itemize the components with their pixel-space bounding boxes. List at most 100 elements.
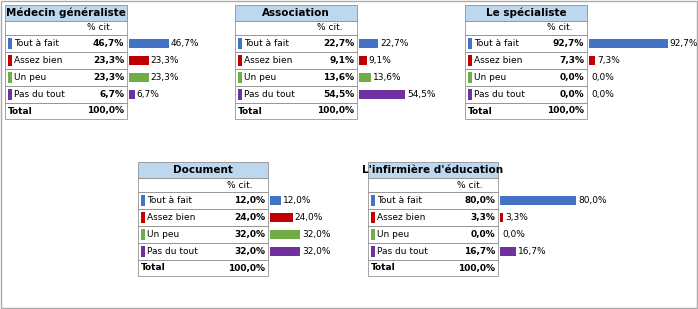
Bar xyxy=(468,55,472,66)
Text: 22,7%: 22,7% xyxy=(380,39,408,48)
Text: 13,6%: 13,6% xyxy=(373,73,401,82)
Bar xyxy=(138,162,268,178)
Text: 54,5%: 54,5% xyxy=(322,90,354,99)
Bar xyxy=(589,39,668,48)
Bar xyxy=(8,38,12,49)
Text: L'infirmière d'éducation: L'infirmière d'éducation xyxy=(362,165,503,175)
Bar xyxy=(465,5,587,21)
Bar xyxy=(359,39,378,48)
Bar xyxy=(5,5,127,21)
Text: Un peu: Un peu xyxy=(147,230,179,239)
Text: 100,0%: 100,0% xyxy=(87,107,124,116)
Text: Tout à fait: Tout à fait xyxy=(244,39,289,48)
Text: 0,0%: 0,0% xyxy=(502,230,525,239)
Bar xyxy=(5,86,127,103)
Text: 32,0%: 32,0% xyxy=(234,247,265,256)
Bar xyxy=(5,35,127,52)
Bar xyxy=(235,35,357,52)
Text: 100,0%: 100,0% xyxy=(547,107,584,116)
Bar xyxy=(371,229,375,239)
Text: 54,5%: 54,5% xyxy=(408,90,436,99)
Bar xyxy=(129,90,135,99)
Bar xyxy=(368,162,498,178)
Bar xyxy=(468,72,472,83)
Text: Document: Document xyxy=(173,165,233,175)
Bar xyxy=(138,260,268,276)
Text: 80,0%: 80,0% xyxy=(578,196,607,205)
Bar xyxy=(141,229,145,239)
Bar xyxy=(235,52,357,69)
Text: 32,0%: 32,0% xyxy=(302,230,331,239)
Bar xyxy=(465,21,587,35)
Text: 16,7%: 16,7% xyxy=(518,247,547,256)
Bar xyxy=(141,212,145,222)
Text: 12,0%: 12,0% xyxy=(234,196,265,205)
Bar xyxy=(371,246,375,256)
Text: 24,0%: 24,0% xyxy=(234,213,265,222)
Text: Pas du tout: Pas du tout xyxy=(147,247,198,256)
Bar xyxy=(465,52,587,69)
Bar xyxy=(500,196,576,205)
Bar xyxy=(465,103,587,119)
Text: % cit.: % cit. xyxy=(318,23,343,32)
Text: 32,0%: 32,0% xyxy=(302,247,331,256)
Text: Un peu: Un peu xyxy=(14,73,46,82)
Text: 22,7%: 22,7% xyxy=(322,39,354,48)
Text: 0,0%: 0,0% xyxy=(559,90,584,99)
Bar xyxy=(129,39,169,48)
Text: 16,7%: 16,7% xyxy=(463,247,495,256)
Bar xyxy=(238,72,242,83)
Bar xyxy=(368,260,498,276)
Bar xyxy=(368,243,498,260)
Bar xyxy=(8,89,12,99)
Text: 32,0%: 32,0% xyxy=(234,230,265,239)
Bar xyxy=(5,103,127,119)
Text: Médecin généraliste: Médecin généraliste xyxy=(6,8,126,18)
Text: 3,3%: 3,3% xyxy=(470,213,495,222)
Text: Un peu: Un peu xyxy=(377,230,409,239)
Text: 0,0%: 0,0% xyxy=(591,90,614,99)
Text: Total: Total xyxy=(371,264,396,273)
Bar xyxy=(235,86,357,103)
Bar xyxy=(235,5,357,21)
Bar xyxy=(270,213,292,222)
Text: Pas du tout: Pas du tout xyxy=(244,90,295,99)
Text: Assez bien: Assez bien xyxy=(147,213,195,222)
Text: Le spécialiste: Le spécialiste xyxy=(486,8,566,18)
Text: 23,3%: 23,3% xyxy=(93,73,124,82)
Text: 100,0%: 100,0% xyxy=(228,264,265,273)
Text: Assez bien: Assez bien xyxy=(14,56,62,65)
Bar xyxy=(141,246,145,256)
Text: Total: Total xyxy=(468,107,493,116)
Bar xyxy=(5,52,127,69)
Bar xyxy=(359,73,371,82)
Text: 0,0%: 0,0% xyxy=(559,73,584,82)
Bar xyxy=(465,86,587,103)
Bar xyxy=(465,35,587,52)
Text: 12,0%: 12,0% xyxy=(283,196,312,205)
Bar xyxy=(5,21,127,35)
Text: 7,3%: 7,3% xyxy=(559,56,584,65)
Bar xyxy=(235,21,357,35)
Text: Pas du tout: Pas du tout xyxy=(14,90,65,99)
Bar xyxy=(270,247,300,256)
Text: 0,0%: 0,0% xyxy=(591,73,614,82)
Bar xyxy=(138,209,268,226)
Text: Un peu: Un peu xyxy=(244,73,276,82)
Bar xyxy=(359,90,406,99)
Bar xyxy=(238,89,242,99)
Text: % cit.: % cit. xyxy=(456,180,482,189)
Text: Un peu: Un peu xyxy=(474,73,506,82)
Bar xyxy=(359,56,366,65)
Bar xyxy=(235,103,357,119)
Bar xyxy=(468,38,472,49)
Text: Total: Total xyxy=(141,264,165,273)
Bar xyxy=(235,69,357,86)
Bar xyxy=(141,195,145,205)
Bar xyxy=(368,192,498,209)
Text: Tout à fait: Tout à fait xyxy=(14,39,59,48)
Text: Tout à fait: Tout à fait xyxy=(147,196,192,205)
Text: 80,0%: 80,0% xyxy=(464,196,495,205)
Text: Pas du tout: Pas du tout xyxy=(377,247,428,256)
Bar xyxy=(270,196,281,205)
